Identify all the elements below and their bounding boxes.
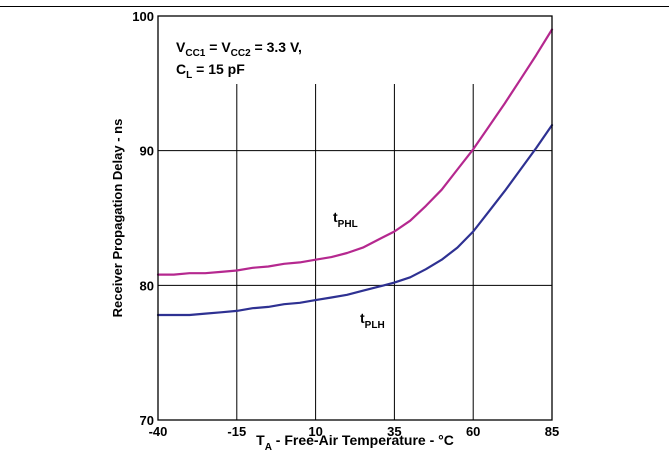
y-tick-label: 80 bbox=[140, 278, 154, 293]
series-label-plh: tPLH bbox=[360, 310, 385, 331]
annotation-line-1: VCC1 = VCC2 = 3.3 V, bbox=[176, 39, 302, 59]
tick-labels: -40 -15 10 35 60 85 70 80 90 100 bbox=[132, 9, 559, 439]
x-tick-label: 85 bbox=[545, 424, 559, 439]
top-rule bbox=[0, 6, 669, 7]
plot-frame bbox=[157, 15, 553, 421]
series-line-phl bbox=[156, 28, 554, 276]
series-lines bbox=[156, 28, 554, 317]
y-axis-label: Receiver Propagation Delay - ns bbox=[110, 119, 125, 318]
series-line-plh bbox=[156, 123, 554, 317]
series-label-phl: tPHL bbox=[333, 209, 358, 230]
x-axis-label: TA - Free-Air Temperature - °C bbox=[256, 432, 454, 453]
x-tick-label: 35 bbox=[387, 424, 401, 439]
x-tick-label: 60 bbox=[466, 424, 480, 439]
y-tick-label: 90 bbox=[140, 144, 154, 159]
y-tick-label: 70 bbox=[140, 413, 154, 428]
y-tick-label: 100 bbox=[132, 9, 154, 24]
annotation-line-2: CL = 15 pF bbox=[176, 61, 245, 81]
x-tick-label: -40 bbox=[149, 424, 168, 439]
x-tick-label: 10 bbox=[308, 424, 322, 439]
grid-lines bbox=[158, 84, 552, 420]
x-tick-label: -15 bbox=[227, 424, 246, 439]
